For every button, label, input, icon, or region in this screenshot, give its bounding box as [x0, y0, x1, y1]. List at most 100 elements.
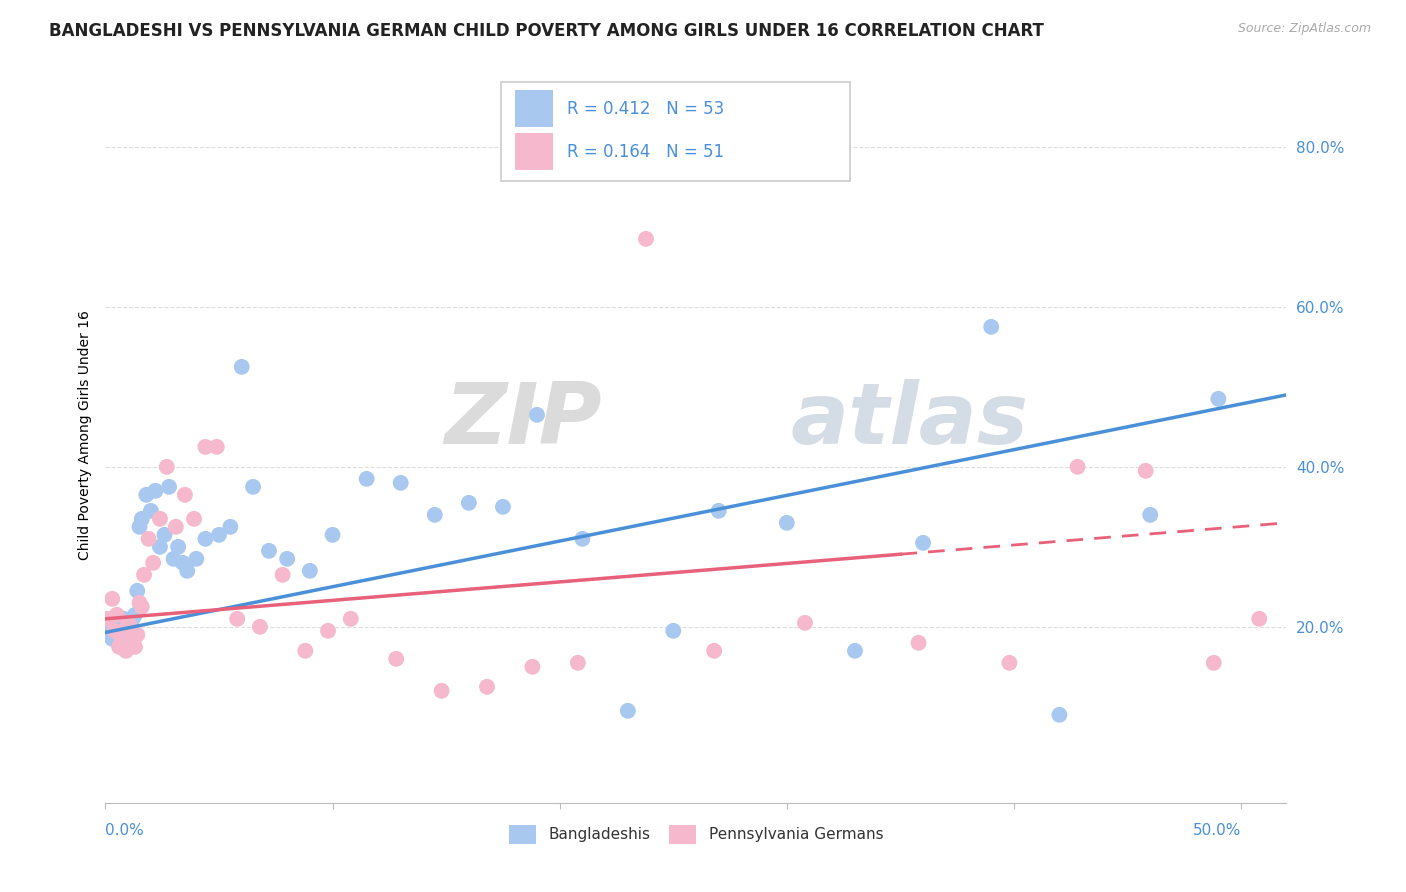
Point — [121, 612, 143, 626]
Point — [97, 612, 120, 626]
Point — [105, 607, 128, 622]
Point — [703, 644, 725, 658]
Point — [157, 480, 180, 494]
Point — [112, 624, 135, 638]
Point — [101, 632, 124, 646]
Point — [97, 628, 120, 642]
Point — [145, 483, 167, 498]
Point — [492, 500, 515, 514]
Point — [149, 540, 172, 554]
Point — [135, 488, 157, 502]
Point — [120, 632, 142, 646]
Point — [980, 319, 1002, 334]
Point — [176, 564, 198, 578]
Point — [356, 472, 378, 486]
Point — [132, 567, 155, 582]
Y-axis label: Child Poverty Among Girls Under 16: Child Poverty Among Girls Under 16 — [77, 310, 91, 560]
Point — [153, 528, 176, 542]
Point — [142, 556, 165, 570]
Point — [219, 520, 242, 534]
Point — [183, 512, 205, 526]
Point — [174, 488, 197, 502]
Point — [249, 620, 271, 634]
Point — [205, 440, 228, 454]
Point — [430, 683, 453, 698]
Point — [194, 532, 217, 546]
Point — [912, 536, 935, 550]
Point — [231, 359, 253, 374]
Point — [110, 632, 132, 646]
Point — [1047, 707, 1070, 722]
Point — [634, 232, 657, 246]
Point — [138, 532, 160, 546]
FancyBboxPatch shape — [501, 81, 849, 181]
Point — [149, 512, 172, 526]
Point — [103, 624, 125, 638]
Point — [423, 508, 446, 522]
Point — [389, 475, 412, 490]
Point — [276, 551, 298, 566]
Point — [298, 564, 321, 578]
Point — [339, 612, 361, 626]
Point — [1135, 464, 1157, 478]
Text: 50.0%: 50.0% — [1192, 822, 1241, 838]
Point — [257, 544, 280, 558]
Point — [475, 680, 498, 694]
Point — [124, 607, 146, 622]
Point — [707, 504, 730, 518]
Point — [117, 615, 139, 630]
Point — [1208, 392, 1230, 406]
Point — [242, 480, 264, 494]
Point — [165, 520, 187, 534]
Point — [156, 459, 179, 474]
Point — [194, 440, 217, 454]
Point — [121, 632, 143, 646]
Point — [108, 640, 131, 654]
Point — [162, 551, 184, 566]
Point — [120, 620, 142, 634]
Text: ZIP: ZIP — [444, 378, 602, 462]
Bar — [515, 133, 553, 170]
Point — [128, 520, 150, 534]
Point — [131, 512, 153, 526]
Point — [186, 551, 208, 566]
Point — [457, 496, 479, 510]
Point — [1139, 508, 1161, 522]
Point — [110, 620, 132, 634]
Point — [101, 591, 124, 606]
Point — [117, 615, 139, 630]
Text: Source: ZipAtlas.com: Source: ZipAtlas.com — [1237, 22, 1371, 36]
Point — [105, 624, 128, 638]
Point — [98, 624, 121, 638]
Point — [112, 612, 135, 626]
Text: R = 0.164   N = 51: R = 0.164 N = 51 — [567, 143, 724, 161]
Point — [526, 408, 548, 422]
Point — [322, 528, 344, 542]
Point — [128, 596, 150, 610]
Point — [127, 583, 149, 598]
Text: R = 0.412   N = 53: R = 0.412 N = 53 — [567, 100, 724, 118]
Point — [1066, 459, 1088, 474]
Legend: Bangladeshis, Pennsylvania Germans: Bangladeshis, Pennsylvania Germans — [503, 819, 889, 850]
Point — [208, 528, 231, 542]
Point — [794, 615, 817, 630]
Text: 0.0%: 0.0% — [105, 822, 145, 838]
Point — [567, 656, 589, 670]
Point — [316, 624, 339, 638]
Point — [385, 652, 408, 666]
Point — [103, 620, 125, 634]
Point — [1294, 660, 1316, 674]
Point — [522, 660, 544, 674]
Text: BANGLADESHI VS PENNSYLVANIA GERMAN CHILD POVERTY AMONG GIRLS UNDER 16 CORRELATIO: BANGLADESHI VS PENNSYLVANIA GERMAN CHILD… — [49, 22, 1045, 40]
Text: atlas: atlas — [790, 378, 1029, 462]
Point — [907, 636, 929, 650]
Point — [115, 624, 138, 638]
Point — [998, 656, 1021, 670]
Point — [139, 504, 162, 518]
Point — [131, 599, 153, 614]
Point — [294, 644, 316, 658]
Point — [108, 632, 131, 646]
Point — [127, 628, 149, 642]
Point — [571, 532, 593, 546]
Point — [844, 644, 866, 658]
